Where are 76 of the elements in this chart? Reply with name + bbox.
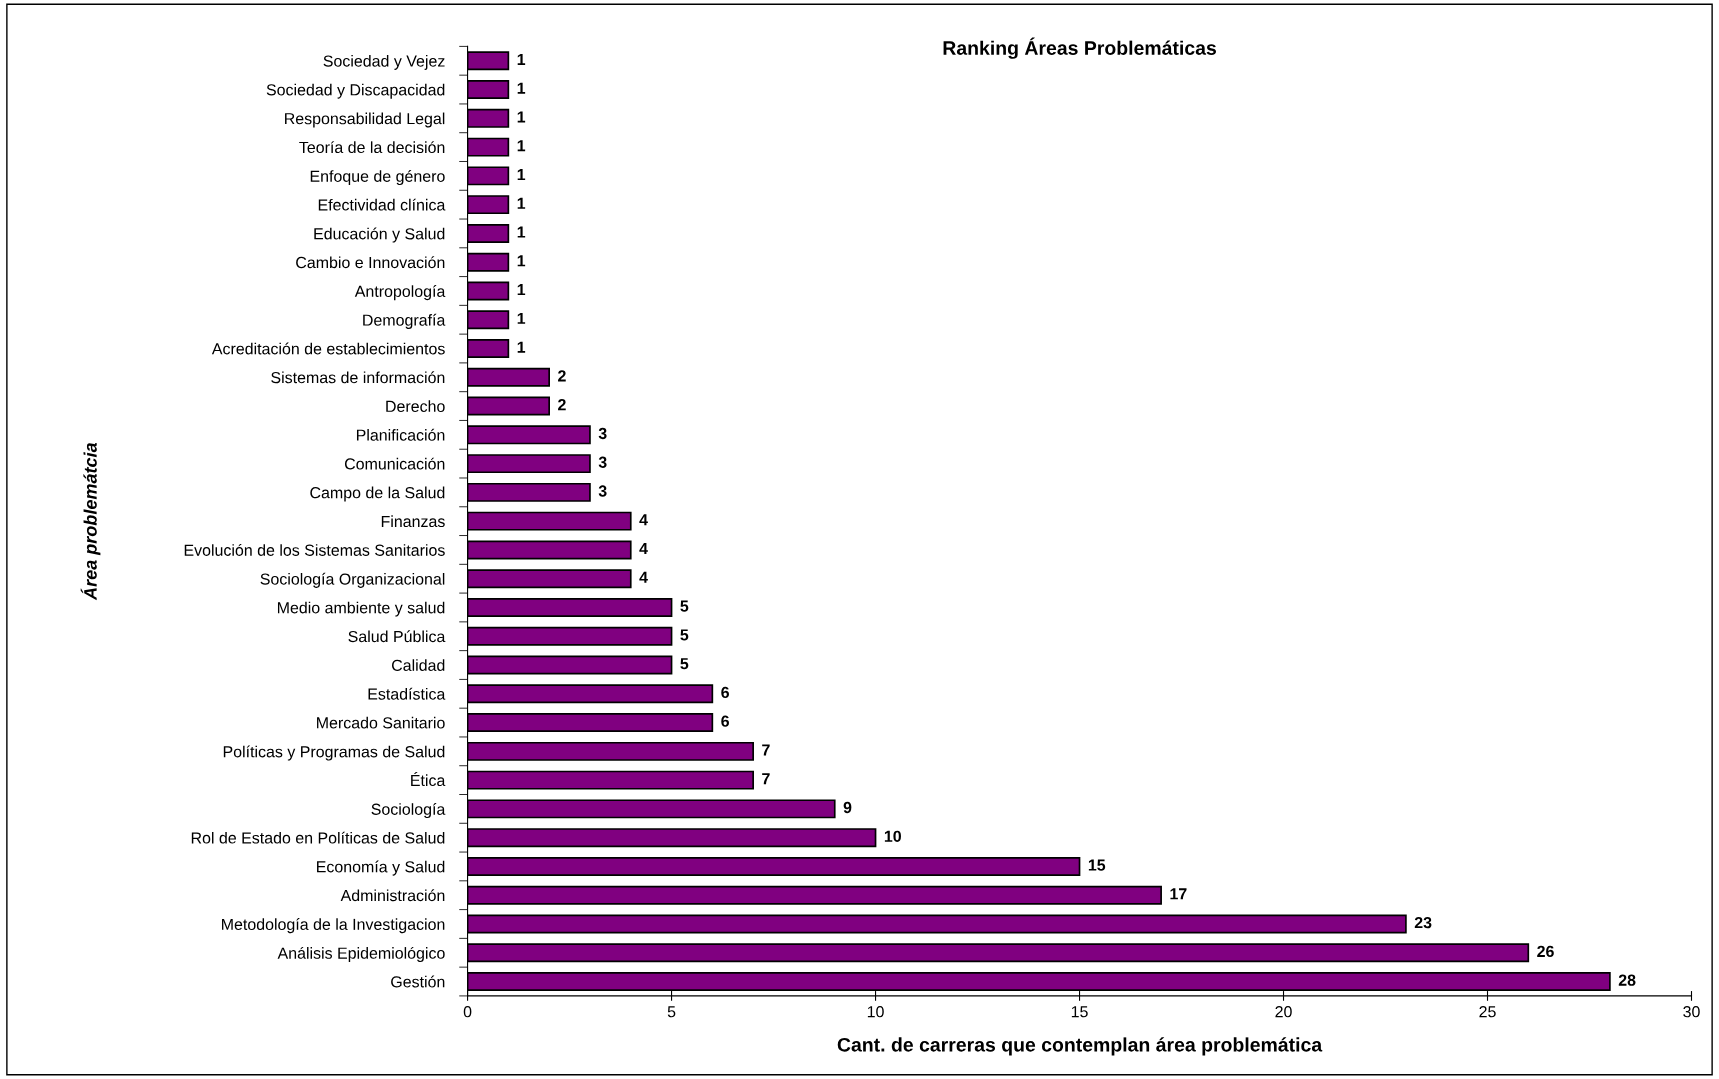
data-label: 9 [843,801,852,814]
y-tick-label: Políticas y Programas de Salud [223,745,445,761]
y-tick-label: Teoría de la decisión [299,141,445,154]
y-tick-label: Efectividad clínica [318,198,446,211]
data-label: 15 [1088,859,1106,871]
y-tick-label: Derecho [386,400,445,413]
data-label: 6 [721,715,729,727]
x-tick-label: 20 [1275,1006,1292,1018]
x-axis-title: Cant. de carreras que contemplan área problemática [837,1037,1323,1056]
y-tick-label: Sociedad y Discapacidad [266,83,445,99]
data-label: 7 [762,744,770,756]
data-label: 17 [1170,888,1187,900]
y-tick-label: Ética [411,772,446,787]
data-label: 10 [884,830,901,842]
data-label: 1 [517,82,526,94]
y-tick-label: Sociología Organizacional [260,572,445,588]
data-label: 4 [639,571,648,583]
data-label: 3 [598,485,607,497]
data-label: 1 [517,197,526,209]
y-tick-label: Medio ambiente y salud [277,601,445,617]
y-tick-label: Comunicación [344,457,445,470]
data-label: 2 [558,399,566,411]
data-label: 1 [517,140,526,152]
y-tick-label: Mercado Sanitario [317,716,445,729]
data-label: 2 [558,370,566,382]
y-tick-label: Sociología [371,803,446,819]
data-label: 3 [598,456,607,468]
data-label: 5 [680,658,689,670]
x-tick-label: 15 [1071,1006,1088,1018]
y-tick-label: Rol de Estado en Políticas de Salud [191,831,445,844]
data-label: 1 [517,312,526,324]
y-tick-label: Salud Pública [348,630,446,643]
y-tick-label: Antropología [354,285,446,301]
y-tick-label: Gestión [391,975,445,988]
y-tick-label: Análisis Epidemiológico [277,946,445,962]
y-tick-label: Sociedad y Vejez [323,55,445,70]
x-tick-label: 5 [667,1006,676,1018]
y-tick-label: Sistemas de información [271,371,445,384]
data-label: 1 [517,53,526,65]
data-label: 23 [1414,916,1432,929]
data-label: 7 [762,773,770,785]
data-label: 6 [721,686,729,699]
chart-title: Ranking Áreas Problemáticas [943,37,1216,59]
y-tick-label: Economía y Salud [317,860,445,876]
y-tick-label: Calidad [392,659,445,671]
data-label: 1 [517,255,526,267]
data-label: 1 [517,284,526,296]
x-tick-label: 0 [463,1006,472,1018]
data-label: 4 [639,543,648,555]
y-tick-label: Acreditación de establecimientos [211,342,445,355]
data-label: 26 [1537,945,1554,958]
y-axis-title: Área problemátcia [80,442,101,601]
data-label: 1 [517,226,526,238]
data-label: 4 [639,514,648,526]
data-label: 5 [680,629,689,641]
y-tick-label: Responsabilidad Legal [285,112,445,128]
data-label: 28 [1618,974,1636,986]
y-tick-label: Enfoque de género [310,170,445,186]
data-label: 5 [680,600,689,612]
y-tick-label: Administración [340,889,445,902]
y-tick-label: Metodología de la Investigacion [222,918,445,934]
x-tick-label: 30 [1683,1006,1700,1018]
y-tick-label: Educación y Salud [314,227,445,243]
y-tick-label: Campo de la Salud [310,486,445,502]
y-tick-label: Evolución de los Sistemas Sanitarios [184,543,445,556]
data-label: 1 [517,169,526,181]
x-tick-label: 25 [1479,1006,1496,1018]
y-tick-label: Finanzas [381,515,445,528]
data-label: 3 [598,427,607,440]
y-tick-label: Planificación [356,428,445,441]
data-label: 1 [517,111,526,123]
data-label: 1 [517,341,526,353]
x-tick-label: 10 [867,1006,884,1018]
y-tick-label: Cambio e Innovación [296,256,445,269]
y-tick-label: Demografía [363,313,446,329]
y-tick-label: Estadística [368,687,446,700]
